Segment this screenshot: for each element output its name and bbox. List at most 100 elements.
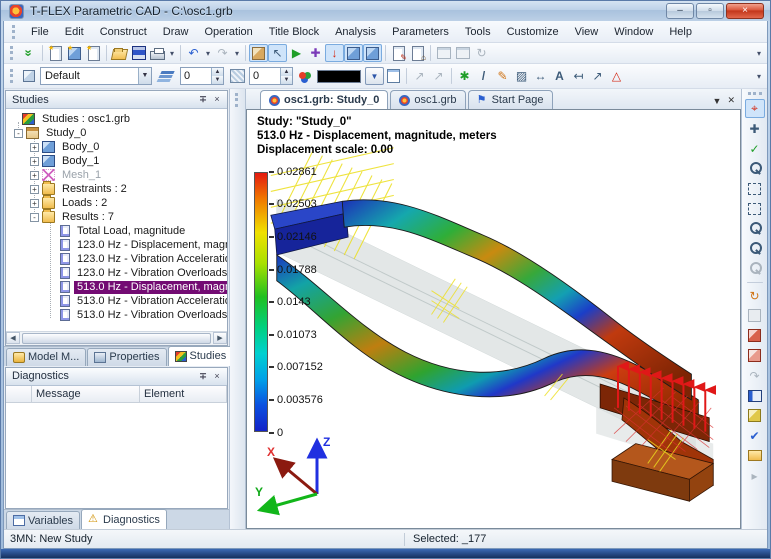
separator[interactable]: [106, 45, 107, 62]
toolbar-overflow-button[interactable]: ▾: [756, 71, 761, 81]
save-document-button[interactable]: [129, 44, 148, 62]
window-preview-button[interactable]: [453, 44, 472, 62]
close-document-button[interactable]: ✕: [727, 95, 735, 106]
pin-panel-button[interactable]: ∓: [199, 94, 207, 105]
drop-elements-button[interactable]: ↓: [325, 44, 344, 63]
menu-item[interactable]: Construct: [99, 25, 147, 38]
refresh-button[interactable]: ↻: [476, 46, 487, 61]
dimension-horizontal-button[interactable]: ↤: [573, 69, 584, 84]
hidden-lines-view-button[interactable]: [745, 346, 765, 365]
comment-button[interactable]: [434, 44, 453, 62]
fit-window-button[interactable]: [745, 199, 765, 218]
new-from-prototype-button[interactable]: [84, 44, 103, 62]
tree-item[interactable]: 123.0 Hz - Vibration Overloads, M: [6, 266, 227, 280]
new-3d-document-button[interactable]: [65, 44, 84, 62]
redo-dropdown-arrow[interactable]: ▾: [234, 48, 239, 58]
layer-spin-up[interactable]: ▲: [212, 68, 223, 77]
document-info-button[interactable]: [408, 44, 427, 62]
open-document-button[interactable]: [110, 44, 129, 62]
left-panel-tab[interactable]: Model M...: [6, 347, 87, 366]
tree-item[interactable]: - Results : 7: [6, 209, 227, 224]
sketch-button[interactable]: ✎: [497, 69, 508, 84]
pin-element-button[interactable]: ✚: [749, 121, 760, 136]
separator[interactable]: [406, 68, 407, 85]
move-elements-button[interactable]: ✚: [310, 46, 321, 61]
fly-from-page-button[interactable]: ↗: [433, 69, 444, 84]
undo-dropdown-arrow[interactable]: ▾: [205, 48, 210, 58]
materials-book-button[interactable]: [745, 386, 765, 405]
minimize-button[interactable]: –: [666, 3, 694, 20]
preview-page-button[interactable]: [745, 219, 765, 238]
zoom-in-button[interactable]: [745, 159, 765, 178]
print-button[interactable]: [148, 44, 167, 62]
tree-horizontal-scrollbar[interactable]: ◀ ▶: [6, 330, 227, 345]
layer-spinner[interactable]: 0 ▲ ▼: [180, 67, 224, 86]
document-tab[interactable]: osc1.grb: Study_0: [260, 90, 389, 110]
check-document-button[interactable]: [389, 44, 408, 62]
bottom-panel-tab[interactable]: Variables: [6, 511, 81, 530]
snap-check-button[interactable]: ✓: [749, 141, 760, 156]
separator[interactable]: [180, 45, 181, 62]
toggle-3d-window-button[interactable]: [249, 44, 268, 63]
isometric-view-button[interactable]: [745, 406, 765, 425]
menu-item[interactable]: Edit: [64, 25, 84, 38]
menu-item[interactable]: Help: [669, 25, 692, 38]
text-button[interactable]: A: [555, 69, 564, 84]
menu-item[interactable]: File: [31, 25, 49, 38]
new-window-button[interactable]: [745, 446, 765, 465]
hatch-button[interactable]: ▨: [515, 69, 528, 84]
layer-spin-down[interactable]: ▼: [212, 76, 223, 85]
menu-item[interactable]: Analysis: [335, 25, 377, 38]
menu-item[interactable]: Operation: [204, 25, 253, 38]
tab-list-dropdown-button[interactable]: ▼: [712, 95, 722, 106]
tree-expander[interactable]: -: [14, 128, 23, 138]
tree-item[interactable]: - Study_0: [6, 126, 227, 140]
new-document-button[interactable]: [46, 44, 65, 62]
separator[interactable]: [385, 45, 386, 62]
separator[interactable]: [451, 68, 452, 85]
line-button[interactable]: /: [481, 69, 486, 84]
bottom-panel-tab[interactable]: ⚠ Diagnostics: [81, 509, 167, 530]
spline-button[interactable]: ✱: [459, 69, 470, 84]
menu-item[interactable]: Customize: [506, 25, 559, 38]
element-list-button[interactable]: [384, 67, 403, 85]
tree-item[interactable]: + Loads : 2: [6, 195, 227, 210]
tree-item[interactable]: + Body_0: [6, 140, 227, 154]
measure-button[interactable]: △: [611, 69, 622, 84]
left-panel-tab[interactable]: Properties: [87, 347, 167, 366]
collapse-toolbar-handle[interactable]: ▸: [751, 468, 758, 483]
fly-to-page-button[interactable]: ↗: [414, 69, 425, 84]
3d-viewport[interactable]: Study: "Study_0" 513.0 Hz - Displacement…: [246, 109, 741, 530]
level-spinner[interactable]: 0 ▲ ▼: [249, 67, 293, 86]
tree-item[interactable]: + Body_1: [6, 154, 227, 168]
menu-item[interactable]: Window: [614, 25, 654, 38]
3d-picture-toggle-button[interactable]: [363, 44, 382, 63]
left-panel-tab[interactable]: Studies: [167, 345, 234, 366]
menu-item[interactable]: Draw: [162, 25, 189, 38]
visibility-dropdown-button[interactable]: ▼: [365, 67, 384, 86]
tree-item[interactable]: + Mesh_1: [6, 168, 227, 182]
auto-apply-button[interactable]: ▶: [291, 46, 302, 61]
separator[interactable]: [430, 45, 431, 62]
menu-item[interactable]: Tools: [464, 25, 491, 38]
diagnostics-column-element[interactable]: Element: [140, 385, 227, 402]
apply-view-button[interactable]: ✔: [749, 428, 760, 443]
select-element-button[interactable]: ⌖: [744, 99, 765, 119]
undo-button[interactable]: ↶: [188, 46, 199, 61]
separator[interactable]: [42, 45, 43, 62]
pin-panel-button[interactable]: ∓: [199, 370, 207, 381]
tree-expander[interactable]: +: [30, 184, 39, 194]
tree-item[interactable]: 513.0 Hz - Vibration Accelerations, M: [6, 294, 227, 308]
level-spin-down[interactable]: ▼: [281, 76, 292, 85]
maximize-button[interactable]: ▫: [696, 3, 724, 20]
fit-page-button[interactable]: [745, 179, 765, 198]
current-color-swatch[interactable]: [317, 69, 361, 83]
menu-item[interactable]: Title Block: [268, 25, 320, 38]
tree-item[interactable]: 123.0 Hz - Vibration Accelerations, M: [6, 252, 227, 266]
print-dropdown-arrow[interactable]: ▾: [169, 48, 174, 58]
tree-item[interactable]: 513.0 Hz - Vibration Overloads, M: [6, 308, 227, 322]
section-view-button[interactable]: ↷: [749, 368, 760, 383]
zoom-window-button[interactable]: [745, 239, 765, 258]
tree-item[interactable]: Total Load, magnitude: [6, 224, 227, 238]
tree-expander[interactable]: -: [30, 212, 39, 222]
